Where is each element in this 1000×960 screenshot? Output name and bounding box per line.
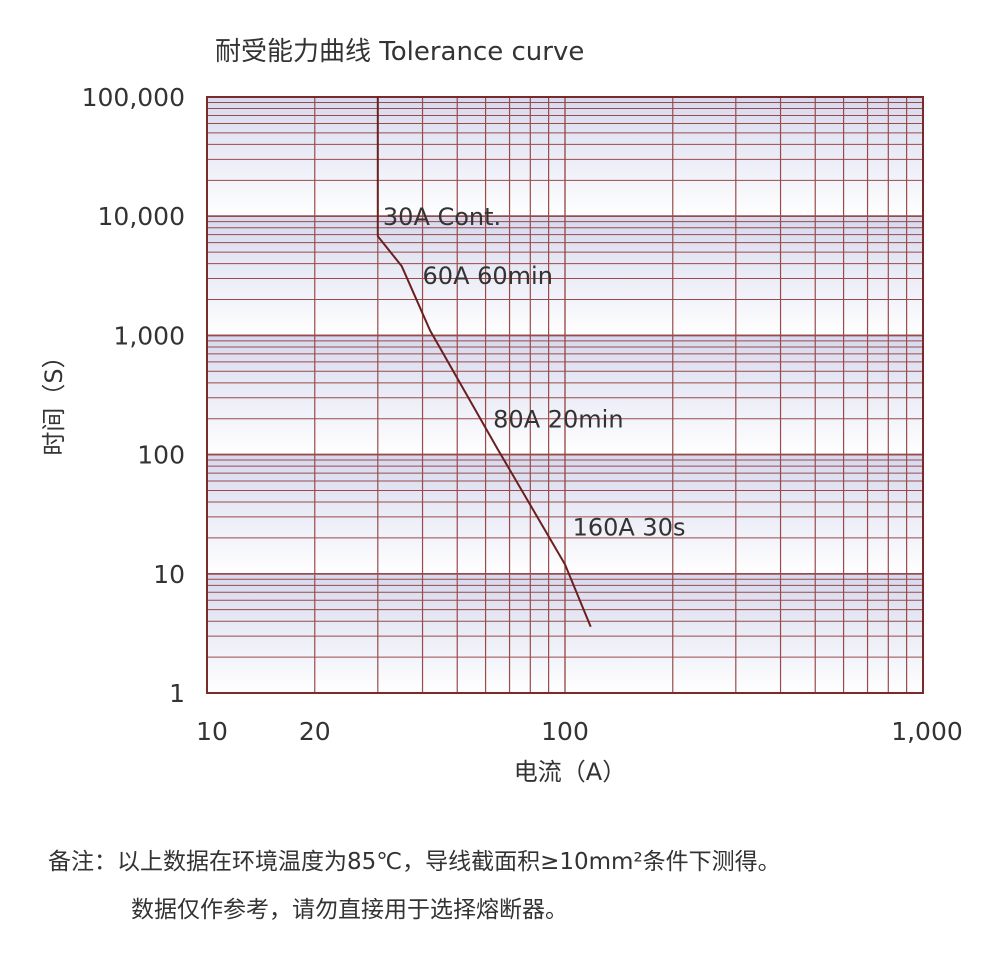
footnote: 备注：以上数据在环境温度为85℃，导线截面积≥10mm²条件下测得。 数据仅作参… bbox=[48, 838, 781, 934]
footnote-line-1: 备注：以上数据在环境温度为85℃，导线截面积≥10mm²条件下测得。 bbox=[48, 849, 781, 875]
y-tick-label: 1,000 bbox=[113, 321, 185, 350]
series-group bbox=[376, 97, 592, 628]
y-tick-label: 10,000 bbox=[98, 202, 185, 231]
y-tick-label: 1 bbox=[169, 679, 185, 708]
curve-annotation: 160A 30s bbox=[573, 513, 686, 541]
x-tick-label: 20 bbox=[299, 717, 331, 746]
y-axis-label: 时间（S） bbox=[40, 344, 68, 455]
y-tick-label: 100,000 bbox=[82, 83, 185, 112]
axis-ticks: 100,000 10,000 1,000 100 10 1 10 20 100 1,000 bbox=[82, 83, 963, 746]
curve-annotation: 80A 20min bbox=[493, 406, 623, 434]
tolerance-curve bbox=[376, 97, 592, 628]
grid-lines bbox=[207, 97, 923, 693]
x-tick-label: 10 bbox=[196, 717, 228, 746]
x-tick-label: 100 bbox=[541, 717, 589, 746]
x-tick-label: 1,000 bbox=[891, 717, 963, 746]
annotations: 30A Cont. 60A 60min 80A 20min 160A 30s bbox=[383, 203, 686, 541]
plot-frame bbox=[206, 96, 924, 694]
x-axis-label: 电流（A） bbox=[514, 758, 626, 786]
chart-title: 耐受能力曲线 Tolerance curve bbox=[215, 37, 584, 67]
y-tick-label: 100 bbox=[137, 441, 185, 470]
curve-annotation: 30A Cont. bbox=[383, 203, 501, 231]
curve-annotation: 60A 60min bbox=[423, 262, 553, 290]
y-tick-label: 10 bbox=[153, 560, 185, 589]
footnote-line-2: 数据仅作参考，请勿直接用于选择熔断器。 bbox=[131, 897, 568, 923]
